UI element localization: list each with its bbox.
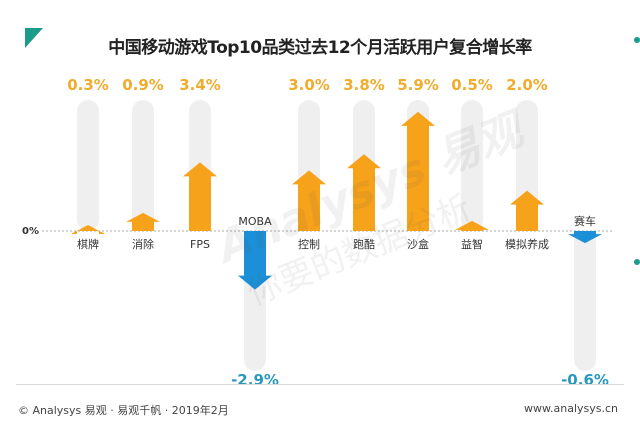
category-label: 跑酷 bbox=[353, 237, 375, 251]
arrow-up-bar bbox=[183, 162, 217, 231]
category-label: 益智 bbox=[461, 237, 483, 251]
value-label: 5.9% bbox=[397, 76, 439, 94]
category-label: MOBA bbox=[238, 215, 272, 228]
footer-divider bbox=[16, 384, 624, 385]
bar-track bbox=[574, 231, 596, 371]
arrow-up-bar bbox=[347, 154, 381, 231]
watermark: Analysys 易观 你要的数据分析 bbox=[208, 102, 535, 313]
category-label: 控制 bbox=[298, 237, 320, 251]
value-label: 0.9% bbox=[122, 76, 164, 94]
value-label: 3.8% bbox=[343, 76, 385, 94]
value-label: 3.4% bbox=[179, 76, 221, 94]
bar-track bbox=[132, 100, 154, 231]
category-label: 赛车 bbox=[574, 214, 596, 228]
arrow-down-bar bbox=[238, 231, 272, 290]
arrow-up-bar bbox=[126, 212, 160, 231]
footer-source: © Analysys 易观 · 易观千帆 · 2019年2月 bbox=[18, 404, 229, 417]
category-label: 模拟养成 bbox=[505, 237, 549, 251]
footer-website: www.analysys.cn bbox=[524, 402, 618, 415]
category-label: 沙盒 bbox=[407, 237, 429, 251]
category-label: FPS bbox=[190, 238, 210, 251]
value-label: 0.3% bbox=[67, 76, 109, 94]
arrow-up-bar bbox=[510, 190, 544, 231]
arrow-up-bar bbox=[292, 170, 326, 231]
arrow-up-bar bbox=[455, 220, 489, 231]
edge-dot-decoration bbox=[634, 259, 640, 265]
arrow-up-bar bbox=[71, 224, 105, 234]
value-label: -2.9% bbox=[231, 371, 279, 389]
category-label: 棋牌 bbox=[77, 237, 99, 251]
chart-title: 中国移动游戏Top10品类过去12个月活跃用户复合增长率 bbox=[108, 38, 532, 58]
value-label: -0.6% bbox=[561, 371, 609, 389]
value-label: 0.5% bbox=[451, 76, 493, 94]
arrow-up-bar bbox=[401, 111, 435, 231]
value-label: 2.0% bbox=[506, 76, 548, 94]
category-label: 消除 bbox=[132, 237, 154, 251]
value-label: 3.0% bbox=[288, 76, 330, 94]
arrow-down-bar bbox=[568, 231, 602, 244]
zero-label: 0% bbox=[22, 226, 39, 237]
bar-track bbox=[77, 100, 99, 231]
edge-dot-decoration bbox=[634, 37, 640, 43]
bar-track bbox=[461, 100, 483, 231]
corner-triangle-decoration bbox=[25, 28, 43, 48]
